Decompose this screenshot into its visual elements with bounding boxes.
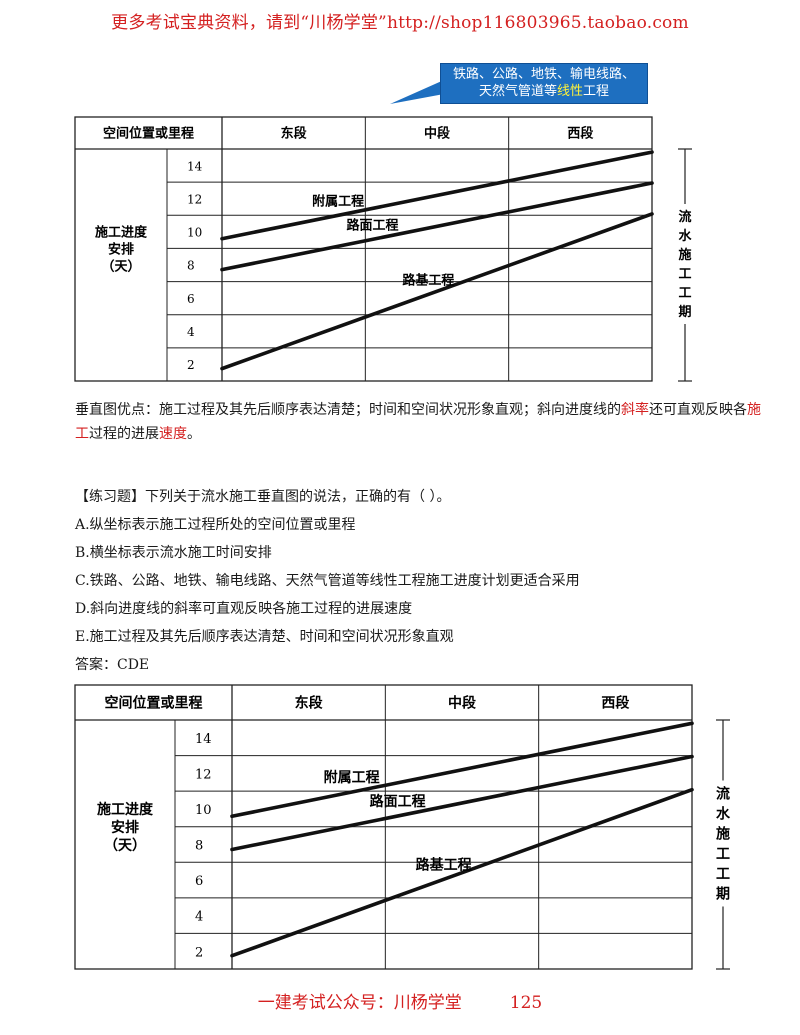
row-label-line: （天） <box>104 838 146 854</box>
option-a: A.纵坐标表示施工过程所处的空间位置或里程 <box>75 517 356 533</box>
option-e: E.施工过程及其先后顺序表达清楚、时间和空间状况形象直观 <box>75 629 454 645</box>
side-label-char: 施 <box>716 826 730 843</box>
y-tick-label: 12 <box>195 767 212 782</box>
footer-text: 一建考试公众号：川杨学堂 <box>257 993 462 1013</box>
vertical-schedule-chart-1: 空间位置或里程 东段 中段 西段施工进度安排（天）1412108642流水施工工期附属… <box>74 116 695 382</box>
row-label-line: 施工进度 <box>95 224 148 240</box>
page-number: 125 <box>509 993 543 1013</box>
corner-label: 空间位置或里程 <box>105 695 203 712</box>
segment-label: 中段 <box>424 126 450 142</box>
progress-line <box>230 721 694 819</box>
side-label-char: 工 <box>716 867 730 883</box>
progress-line-label: 附属工程 <box>312 193 364 209</box>
segment-label: 西段 <box>601 695 629 712</box>
side-label-char: 工 <box>716 847 730 863</box>
vertical-schedule-chart-2: 空间位置或里程 东段 中段 西段施工进度安排（天）1412108642流水施工工期附属… <box>74 684 733 970</box>
y-tick-label: 4 <box>187 325 195 339</box>
side-label-char: 期 <box>716 887 730 903</box>
y-tick-label: 2 <box>187 358 195 372</box>
y-tick-label: 8 <box>187 259 195 273</box>
row-label-line: （天） <box>101 258 140 274</box>
callout-highlight: 线性 <box>556 84 583 99</box>
y-tick-label: 12 <box>187 192 202 206</box>
keyword-slope: 斜率 <box>621 402 649 418</box>
chart-frame <box>74 116 653 382</box>
callout-line-1: 铁路、公路、地铁、输电线路、 <box>452 67 635 82</box>
y-tick-label: 10 <box>195 803 212 818</box>
progress-line <box>220 150 654 241</box>
side-label-backdrop <box>713 780 733 907</box>
row-label-line: 安排 <box>111 819 139 836</box>
segment-label: 中段 <box>448 695 476 712</box>
y-tick-label: 14 <box>187 159 203 173</box>
callout-line-2: 天然气管道等线性工程 <box>478 84 610 99</box>
page-header-banner: 更多考试宝典资料，请到“川杨学堂”http://shop116803965.ta… <box>111 13 689 33</box>
callout-box: 铁路、公路、地铁、输电线路、 天然气管道等线性工程 <box>440 63 650 104</box>
progress-line-label: 路面工程 <box>370 793 426 810</box>
side-label-char: 期 <box>678 305 691 320</box>
callout-text: 铁路、公路、地铁、输电线路、 天然气管道等线性工程 <box>440 63 648 104</box>
corner-label: 空间位置或里程 <box>103 126 194 142</box>
y-tick-label: 6 <box>187 292 195 306</box>
answer: 答案：CDE <box>75 657 150 673</box>
side-label-char: 工 <box>678 286 691 301</box>
side-label-char: 水 <box>716 806 731 823</box>
progress-line <box>230 754 694 852</box>
y-tick-label: 8 <box>195 839 203 854</box>
row-label-line: 施工进度 <box>97 801 154 818</box>
advantages-paragraph: 垂直图优点：施工过程及其先后顺序表达清楚；时间和空间状况形象直观；斜向进度线的斜… <box>75 402 761 442</box>
callout-pointer <box>390 80 444 104</box>
y-tick-label: 4 <box>195 910 203 925</box>
side-label-char: 水 <box>678 228 692 244</box>
progress-line-label: 路基工程 <box>416 856 472 873</box>
side-label-char: 流 <box>716 786 730 803</box>
option-d: D.斜向进度线的斜率可直观反映各施工过程的进展速度 <box>75 601 413 617</box>
row-label-line: 安排 <box>108 241 134 257</box>
question-stem: 【练习题】下列关于流水施工垂直图的说法，正确的有（ ）。 <box>75 489 451 505</box>
keyword-construction: 施工 <box>75 402 761 442</box>
segment-label: 东段 <box>295 695 323 712</box>
segment-label: 东段 <box>281 126 307 142</box>
progress-line-label: 路基工程 <box>402 272 454 288</box>
keyword-speed: 速度 <box>159 426 187 442</box>
progress-line-label: 路面工程 <box>346 217 398 233</box>
y-tick-label: 14 <box>195 732 212 747</box>
side-label-char: 流 <box>678 209 691 225</box>
y-tick-label: 6 <box>195 874 203 889</box>
y-tick-label: 2 <box>195 945 203 960</box>
progress-line <box>220 181 654 272</box>
option-b: B.横坐标表示流水施工时间安排 <box>75 545 272 561</box>
progress-line <box>220 212 654 371</box>
progress-line <box>230 787 694 958</box>
page-footer: 一建考试公众号：川杨学堂 125 <box>0 988 800 1013</box>
y-tick-label: 10 <box>187 226 202 240</box>
side-label-char: 工 <box>678 267 691 282</box>
option-c: C.铁路、公路、地铁、输电线路、天然气管道等线性工程施工进度计划更适合采用 <box>75 573 580 589</box>
side-label-backdrop <box>675 204 695 324</box>
progress-line-label: 附属工程 <box>324 769 380 786</box>
side-label-char: 施 <box>678 247 691 263</box>
segment-label: 西段 <box>567 126 593 142</box>
